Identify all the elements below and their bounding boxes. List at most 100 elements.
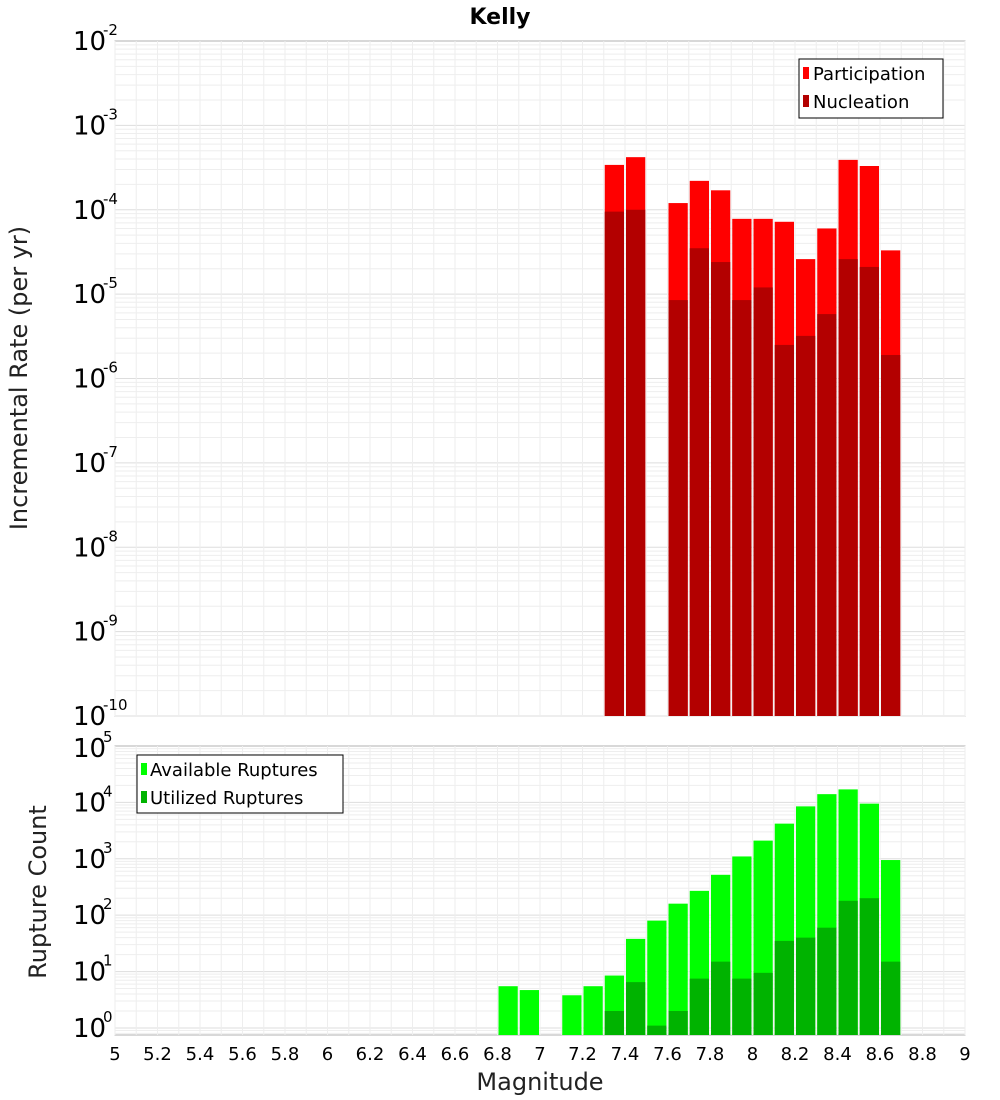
x-tick-label: 6.8	[483, 1044, 512, 1065]
x-tick-label: 8.6	[866, 1044, 895, 1065]
top-bars	[604, 157, 901, 717]
top-y-tick-base: 10	[73, 449, 106, 479]
top-bar-nucleation	[859, 266, 879, 716]
x-tick-label: 5.8	[271, 1044, 300, 1065]
top-bar-nucleation	[689, 248, 709, 717]
top-y-tick-base: 10	[73, 618, 106, 648]
legend-label-participation: Participation	[813, 64, 925, 85]
bottom-bar-utilized-ruptures	[626, 982, 646, 1035]
bottom-y-tick-exponent: 3	[103, 839, 113, 857]
x-tick-label: 8.4	[823, 1044, 852, 1065]
bottom-bars	[498, 789, 901, 1035]
x-tick-label: 7.6	[653, 1044, 682, 1065]
bottom-bar-utilized-ruptures	[774, 940, 794, 1035]
top-y-tick-exponent: -5	[103, 274, 118, 292]
top-y-tick-exponent: -3	[103, 105, 118, 123]
top-bar-nucleation	[604, 211, 624, 716]
top-bar-nucleation	[774, 344, 794, 716]
legend-swatch-available	[141, 763, 147, 775]
x-tick-label: 5.4	[186, 1044, 215, 1065]
x-axis-label: Magnitude	[476, 1068, 603, 1096]
top-y-tick-exponent: -8	[103, 527, 118, 545]
top-y-axis-label: Incremental Rate (per yr)	[5, 226, 33, 530]
top-y-tick-exponent: -2	[103, 21, 118, 39]
bottom-bar-available-ruptures	[583, 986, 603, 1035]
bottom-y-tick-exponent: 2	[103, 895, 113, 913]
top-legend: Participation Nucleation	[798, 58, 944, 119]
x-tick-label: 6.2	[356, 1044, 385, 1065]
bottom-bar-utilized-ruptures	[817, 927, 837, 1035]
x-tick-label: 8.2	[781, 1044, 810, 1065]
top-bar-nucleation	[626, 209, 646, 716]
x-tick-label: 6	[322, 1044, 333, 1065]
bottom-y-tick-base: 10	[73, 734, 106, 764]
legend-label-available: Available Ruptures	[150, 760, 318, 781]
top-y-tick-base: 10	[73, 111, 106, 141]
top-y-tick-base: 10	[73, 280, 106, 310]
top-y-tick-exponent: -9	[103, 612, 118, 630]
x-tick-label: 7.8	[696, 1044, 725, 1065]
legend-swatch-participation	[803, 67, 809, 79]
legend-label-nucleation: Nucleation	[813, 92, 909, 113]
bottom-y-tick-exponent: 0	[103, 1008, 113, 1026]
bottom-bar-available-ruptures	[498, 986, 518, 1035]
bottom-bar-available-ruptures	[647, 920, 667, 1035]
x-tick-label: 7.2	[568, 1044, 597, 1065]
x-tick-label: 7	[534, 1044, 545, 1065]
top-bar-nucleation	[838, 259, 858, 716]
top-y-tick-base: 10	[73, 533, 106, 563]
bottom-y-tick-exponent: 4	[103, 782, 113, 800]
top-y-tick-exponent: -4	[103, 190, 118, 208]
top-bar-nucleation	[732, 300, 752, 716]
x-tick-label: 5.6	[228, 1044, 257, 1065]
legend-label-utilized: Utilized Ruptures	[150, 788, 303, 809]
bottom-bar-utilized-ruptures	[604, 1010, 624, 1035]
bottom-y-tick-exponent: 1	[103, 952, 113, 970]
bottom-bar-utilized-ruptures	[647, 1025, 667, 1035]
bottom-bar-available-ruptures	[668, 903, 688, 1035]
top-bar-nucleation	[881, 354, 901, 716]
bottom-bar-utilized-ruptures	[668, 1010, 688, 1035]
top-y-tick-base: 10	[73, 702, 106, 732]
top-bar-nucleation	[796, 335, 816, 716]
bottom-bar-utilized-ruptures	[859, 898, 879, 1035]
bottom-y-tick-base: 10	[73, 788, 106, 818]
bottom-bar-utilized-ruptures	[753, 972, 773, 1035]
bottom-y-tick-base: 10	[73, 958, 106, 988]
bottom-bar-utilized-ruptures	[838, 900, 858, 1035]
bottom-y-tick-base: 10	[73, 845, 106, 875]
bottom-bar-utilized-ruptures	[732, 978, 752, 1035]
x-tick-label: 5.2	[143, 1044, 172, 1065]
top-bar-nucleation	[668, 300, 688, 716]
bottom-y-tick-base: 10	[73, 1014, 106, 1044]
bottom-y-tick-exponent: 5	[103, 728, 113, 746]
top-bar-nucleation	[711, 262, 731, 716]
legend-swatch-utilized	[141, 791, 147, 803]
x-tick-label: 6.4	[398, 1044, 427, 1065]
x-tick-labels: 5 5.2 5.4 5.6 5.8 6 6.2 6.4 6.6 6.8 7 7.2 7.4 7.6 7.8 8…	[109, 1044, 970, 1065]
top-bar-nucleation	[753, 287, 773, 716]
bottom-y-tick-base: 10	[73, 901, 106, 931]
top-y-tick-exponent: -6	[103, 359, 118, 377]
bottom-bar-utilized-ruptures	[689, 978, 709, 1035]
bottom-bar-utilized-ruptures	[881, 961, 901, 1035]
chart-title: Kelly	[469, 5, 530, 30]
bottom-legend: Available Ruptures Utilized Ruptures	[136, 754, 344, 814]
top-y-tick-base: 10	[73, 196, 106, 226]
x-tick-label: 7.4	[611, 1044, 640, 1065]
bottom-bar-available-ruptures	[562, 995, 582, 1035]
x-tick-label: 6.6	[441, 1044, 470, 1065]
top-y-tick-exponent: -10	[103, 696, 128, 714]
bottom-bar-available-ruptures	[519, 990, 539, 1035]
x-tick-label: 8	[747, 1044, 758, 1065]
top-y-tick-exponent: -7	[103, 443, 118, 461]
x-tick-label: 8.8	[908, 1044, 937, 1065]
legend-swatch-nucleation	[803, 95, 809, 107]
top-gridlines	[114, 41, 966, 717]
bottom-bar-utilized-ruptures	[796, 937, 816, 1035]
top-y-tick-base: 10	[73, 27, 106, 57]
bottom-y-axis-label: Rupture Count	[24, 805, 52, 979]
